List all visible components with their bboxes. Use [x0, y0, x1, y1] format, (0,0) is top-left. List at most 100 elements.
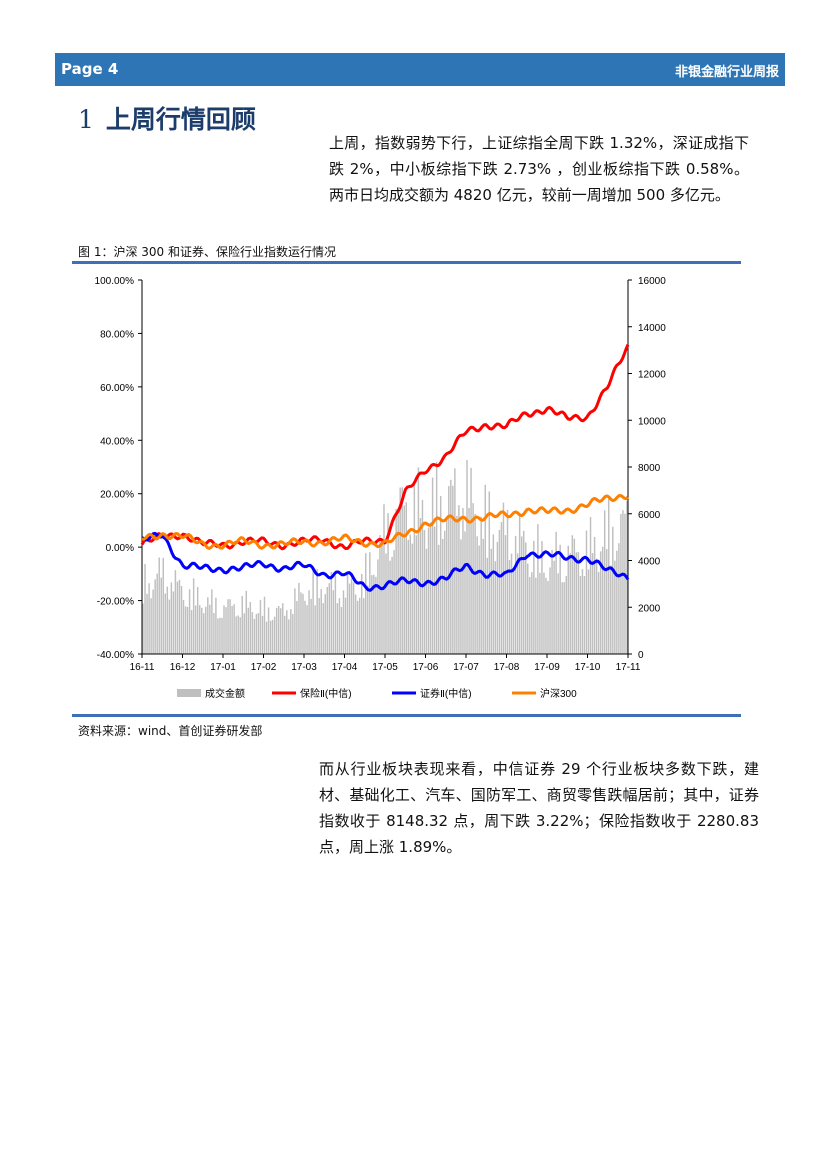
turnover-bar — [207, 597, 209, 654]
turnover-bars — [142, 459, 628, 654]
turnover-bar — [575, 552, 578, 654]
turnover-bar — [389, 560, 391, 654]
turnover-bar — [606, 549, 608, 654]
turnover-bar — [344, 597, 347, 654]
turnover-bar — [585, 530, 588, 654]
x-tick-label: 17-02 — [251, 662, 277, 673]
turnover-bar — [284, 615, 286, 654]
turnover-bar — [624, 513, 626, 654]
turnover-bar — [294, 588, 296, 654]
turnover-bar — [601, 546, 604, 654]
turnover-bar — [326, 587, 329, 654]
turnover-bar — [608, 497, 610, 654]
turnover-bar — [383, 504, 385, 654]
turnover-bar — [205, 606, 207, 654]
turnover-bar — [514, 535, 517, 654]
turnover-bar — [494, 561, 497, 654]
turnover-bar — [231, 606, 233, 654]
turnover-bar — [573, 538, 576, 654]
turnover-bar — [215, 597, 217, 654]
right-tick-label: 6000 — [638, 510, 661, 521]
turnover-bar — [316, 569, 318, 654]
turnover-bar — [178, 579, 181, 654]
turnover-bar — [616, 550, 618, 654]
right-tick-label: 0 — [638, 650, 644, 661]
turnover-bar — [468, 507, 470, 654]
turnover-bar — [257, 613, 260, 654]
turnover-bar — [269, 620, 272, 654]
turnover-bar — [583, 576, 586, 654]
x-tick-label: 16-12 — [170, 662, 196, 673]
turnover-bar — [421, 499, 424, 654]
legend-swatch — [177, 689, 201, 697]
turnover-bar — [346, 574, 349, 654]
turnover-bar — [352, 582, 355, 654]
turnover-bar — [448, 486, 450, 654]
x-tick-label: 17-05 — [372, 662, 398, 673]
turnover-bar — [241, 595, 243, 654]
legend-label: 保险Ⅱ(中信) — [300, 687, 352, 700]
turnover-bar — [237, 615, 239, 654]
turnover-bar — [310, 598, 312, 654]
intro-paragraph: 上周，指数弱势下行，上证综指全周下跌 1.32%，深证成指下跌 2%，中小板综指… — [329, 134, 749, 204]
figure-bottom-rule — [72, 714, 741, 717]
turnover-bar — [622, 510, 624, 654]
turnover-bar — [520, 536, 523, 654]
turnover-bar — [235, 616, 237, 654]
turnover-bar — [304, 600, 306, 654]
turnover-bar — [405, 502, 407, 654]
right-tick-label: 16000 — [638, 276, 666, 287]
turnover-bar — [441, 538, 444, 654]
series-line — [141, 493, 629, 550]
turnover-bar — [358, 597, 361, 654]
turnover-bar — [245, 590, 248, 654]
report-title: 非银金融行业周报 — [674, 65, 779, 80]
turnover-bar — [286, 610, 288, 654]
turnover-bar — [144, 564, 146, 654]
turnover-bar — [221, 617, 223, 654]
turnover-bar — [454, 468, 456, 654]
turnover-bar — [190, 610, 193, 654]
page-label: Page 4 — [61, 60, 119, 78]
turnover-bar — [166, 586, 169, 654]
turnover-bar — [170, 582, 173, 654]
turnover-bar — [431, 477, 434, 654]
turnover-bar — [446, 519, 448, 654]
turnover-bar — [377, 559, 379, 654]
turnover-bar — [577, 552, 580, 654]
turnover-bar — [312, 569, 314, 654]
turnover-bar — [261, 615, 264, 654]
turnover-bar — [296, 600, 298, 654]
turnover-bar — [188, 589, 191, 654]
turnover-bar — [243, 613, 245, 654]
turnover-bar — [508, 560, 511, 654]
turnover-bar — [198, 605, 201, 654]
turnover-bar — [492, 534, 495, 654]
turnover-bar — [282, 603, 284, 654]
turnover-bar — [484, 484, 486, 654]
turnover-bar — [354, 594, 357, 654]
right-tick-label: 14000 — [638, 323, 666, 334]
turnover-bar — [409, 534, 412, 654]
header-bar: Page 4 非银金融行业周报 — [55, 53, 785, 86]
turnover-bar — [180, 585, 183, 654]
turnover-bar — [427, 527, 430, 654]
turnover-bar — [460, 539, 462, 654]
turnover-bar — [290, 609, 292, 654]
turnover-bar — [569, 553, 572, 654]
turnover-bar — [330, 572, 333, 654]
left-tick-label: 100.00% — [95, 276, 135, 287]
turnover-bar — [154, 579, 156, 654]
turnover-bar — [620, 514, 622, 654]
turnover-bar — [458, 505, 460, 654]
turnover-bar — [209, 604, 211, 654]
turnover-bar — [375, 576, 377, 654]
turnover-bar — [496, 541, 499, 654]
turnover-bar — [476, 536, 478, 654]
turnover-bar — [529, 577, 531, 654]
turnover-bar — [462, 508, 464, 654]
right-tick-label: 10000 — [638, 416, 666, 427]
turnover-bar — [196, 587, 199, 654]
turnover-bar — [549, 567, 551, 654]
x-tick-label: 17-09 — [534, 662, 560, 673]
